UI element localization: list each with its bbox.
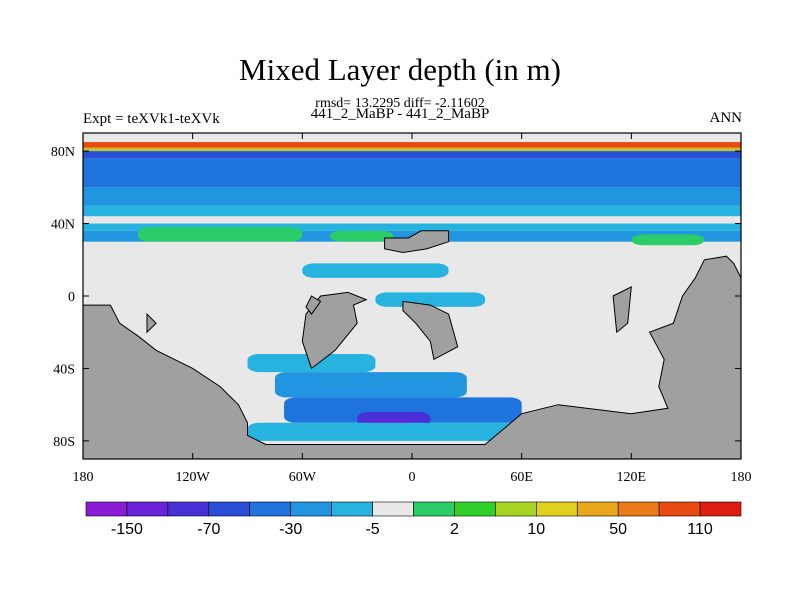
colorbar-label: 2 xyxy=(450,521,459,538)
stats-line: rmsd= 13.2295 diff= -2.11602 xyxy=(315,96,485,111)
colorbar-swatch xyxy=(576,501,619,517)
chart-title: Mixed Layer depth (in m) xyxy=(239,52,561,87)
colorbar-swatch xyxy=(85,501,128,517)
anomaly-patch xyxy=(137,227,303,242)
zonal-band xyxy=(83,223,741,231)
anomaly-patch xyxy=(631,234,705,246)
y-tick-label: 0 xyxy=(68,290,75,305)
x-tick-label: 180 xyxy=(73,470,94,485)
anomaly-patch xyxy=(274,372,467,398)
map-field xyxy=(83,133,741,459)
colorbar-swatch xyxy=(372,501,414,517)
colorbar-swatch xyxy=(495,501,537,517)
colorbar-label: -5 xyxy=(365,521,379,538)
y-tick-label: 80N xyxy=(51,145,75,160)
anomaly-patch xyxy=(302,263,449,278)
land-mass xyxy=(83,255,741,459)
x-tick-label: 60W xyxy=(289,470,317,485)
anomaly-patch xyxy=(329,230,394,242)
colorbar-label: -70 xyxy=(197,521,220,538)
x-tick-label: 120E xyxy=(617,470,647,485)
colorbar-swatch xyxy=(208,501,251,517)
colorbar-swatch xyxy=(126,501,169,517)
colorbar-swatch xyxy=(617,501,660,517)
chart-subtitle: 441_2_MaBP - 441_2_MaBP xyxy=(310,106,490,122)
zonal-band xyxy=(83,187,741,206)
colorbar-swatch xyxy=(413,501,455,517)
colorbar-label: -150 xyxy=(111,521,143,538)
colorbar-swatch xyxy=(290,501,332,517)
land-mass xyxy=(305,295,322,315)
zonal-band xyxy=(83,205,741,217)
colorbar-swatch xyxy=(699,501,742,517)
land-mass xyxy=(402,300,459,361)
x-tick-label: 180 xyxy=(731,470,752,485)
x-tick-label: 0 xyxy=(409,470,416,485)
land-mass xyxy=(384,230,450,254)
colorbar-swatch xyxy=(454,501,496,517)
anomaly-patch xyxy=(284,397,522,423)
anomaly-patch xyxy=(247,422,559,441)
land-mass xyxy=(612,286,632,334)
zonal-band xyxy=(83,149,741,152)
land-mass xyxy=(301,291,368,370)
colorbar-label: 10 xyxy=(527,521,545,538)
colorbar-swatch xyxy=(658,501,701,517)
y-tick-label: 80S xyxy=(53,435,75,450)
y-tick-label: 40S xyxy=(53,362,75,377)
colorbar-swatch xyxy=(167,501,210,517)
colorbar-label: 110 xyxy=(687,521,713,538)
y-tick-label: 40N xyxy=(51,218,75,233)
x-tick-label: 120W xyxy=(176,470,211,485)
experiment-label: Expt = teXVk1-teXVk xyxy=(83,111,220,127)
colorbar-label: 50 xyxy=(609,521,627,538)
season-label: ANN xyxy=(709,110,743,126)
zonal-band xyxy=(83,142,741,148)
zonal-band xyxy=(83,216,741,224)
colorbar-swatch xyxy=(249,501,291,517)
x-tick-label: 60E xyxy=(510,470,533,485)
colorbar-label: -30 xyxy=(279,521,302,538)
zonal-band xyxy=(83,147,741,150)
colorbar-swatch xyxy=(536,501,578,517)
land-mass xyxy=(146,312,157,334)
zonal-band xyxy=(83,151,741,159)
zonal-band xyxy=(83,158,741,188)
colorbar-swatch xyxy=(331,501,373,517)
